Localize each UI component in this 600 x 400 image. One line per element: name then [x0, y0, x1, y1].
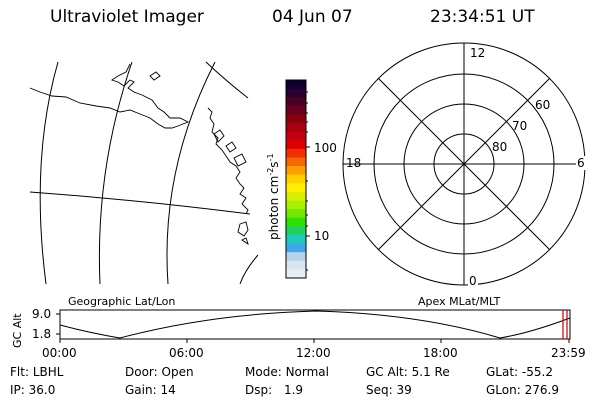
altitude-xtick: 12:00 — [296, 346, 331, 360]
parallel-line — [29, 191, 251, 215]
mlat-label-80: 80 — [492, 140, 508, 154]
colorbar-segment — [286, 234, 306, 245]
geographic-caption: Geographic Lat/Lon — [68, 295, 176, 308]
meridian-line — [166, 61, 216, 285]
param-door: Door: Open — [125, 365, 194, 379]
apex-caption: Apex MLat/MLT — [418, 295, 501, 308]
grid-curve — [205, 61, 249, 99]
meridian-line — [239, 254, 259, 285]
altitude-xticks — [56, 313, 570, 343]
geographic-map — [29, 61, 259, 285]
altitude-xtick: 06:00 — [169, 346, 204, 360]
instrument-title: Ultraviolet Imager — [50, 7, 204, 27]
colorbar-segment — [286, 140, 306, 150]
colorbar-segment — [286, 166, 306, 176]
mlt-label-0: 0 — [469, 274, 477, 288]
colorbar-segment — [286, 97, 306, 107]
colorbar-segment — [286, 252, 306, 262]
altitude-ymax: 9.0 — [32, 307, 52, 321]
colorbar-segment — [286, 157, 306, 167]
colorbar-segment — [286, 269, 306, 279]
colorbar-segment — [286, 260, 306, 270]
colorbar-segment — [286, 183, 306, 193]
coastline — [207, 107, 249, 215]
param-mode: Mode: Normal — [245, 365, 329, 379]
meridian-line — [98, 61, 133, 285]
observation-date: 04 Jun 07 — [272, 7, 353, 27]
colorbar-segment — [286, 114, 306, 124]
observation-time: 23:34:51 UT — [430, 7, 535, 27]
coastline — [213, 129, 247, 167]
altitude-ylabel: GC Alt — [11, 313, 24, 348]
altitude-xtick: 23:59 — [551, 346, 586, 360]
param-gain: Gain: 14 — [125, 383, 176, 397]
colorbar-ticks — [306, 91, 310, 271]
param-seq: Seq: 39 — [366, 383, 412, 397]
colorbar-segment — [286, 88, 306, 98]
altitude-plot-frame — [59, 309, 571, 340]
colorbar-segment — [286, 105, 306, 116]
colorbar-segment — [286, 174, 306, 184]
colorbar-unit-label: photon cm-2s-1 — [266, 153, 281, 240]
colorbar-segment — [286, 209, 306, 219]
meridian-line — [39, 61, 59, 285]
polar-diagonal — [377, 77, 551, 251]
colorbar-tick-10: 10 — [314, 229, 330, 243]
param-gc-alt: GC Alt: 5.1 Re — [366, 365, 450, 379]
colorbar-segment — [286, 148, 306, 159]
colorbar-frame — [285, 79, 307, 279]
altitude-xtick: 18:00 — [423, 346, 458, 360]
color-scale-bar — [286, 80, 306, 279]
mlat-label-60: 60 — [535, 98, 551, 112]
coastline — [29, 63, 190, 129]
altitude-curve — [59, 310, 571, 339]
coastline — [237, 221, 249, 246]
coastline — [149, 71, 161, 81]
colorbar-segment — [286, 226, 306, 236]
colorbar-segment — [286, 123, 306, 133]
param-ip: IP: 36.0 — [10, 383, 56, 397]
mlt-label-6: 6 — [577, 156, 585, 170]
param-glon: GLon: 276.9 — [486, 383, 559, 397]
param-dsp: Dsp: 1.9 — [245, 383, 304, 397]
mlat-label-70: 70 — [512, 119, 528, 133]
mlt-label-18: 18 — [346, 156, 362, 170]
polar-plot — [342, 42, 586, 286]
colorbar-segment — [286, 191, 306, 202]
altitude-xtick: 00:00 — [42, 346, 77, 360]
param-glat: GLat: -55.2 — [486, 365, 553, 379]
colorbar-segment — [286, 131, 306, 141]
altitude-ymin: 1.8 — [32, 327, 52, 341]
colorbar-segment — [286, 243, 306, 253]
param-filter: Flt: LBHL — [10, 365, 64, 379]
mlt-label-12: 12 — [470, 46, 486, 60]
colorbar-tick-100: 100 — [314, 141, 337, 155]
colorbar-segment — [286, 217, 306, 227]
colorbar-segment — [286, 80, 306, 90]
colorbar-segment — [286, 200, 306, 210]
